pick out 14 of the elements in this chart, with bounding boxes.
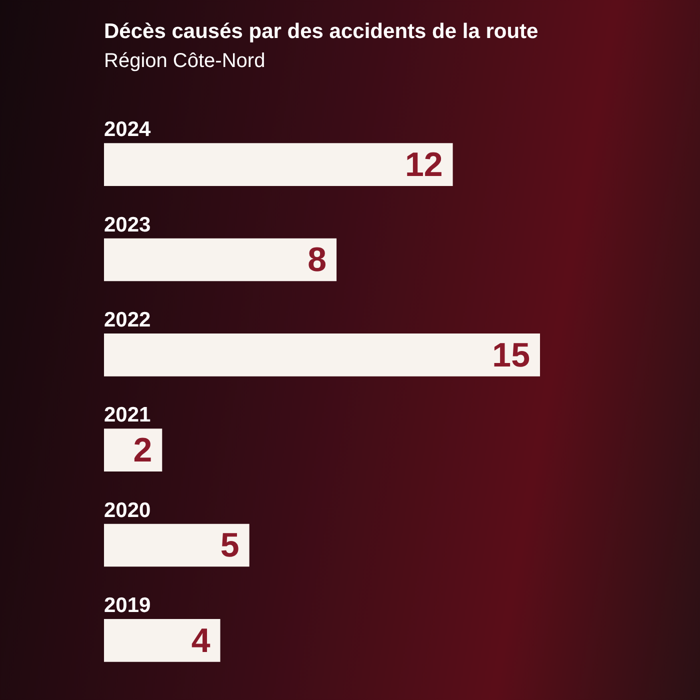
data-label: 2 bbox=[133, 431, 152, 470]
data-label: 15 bbox=[492, 336, 530, 374]
data-label: 5 bbox=[220, 526, 240, 565]
data-label: 4 bbox=[191, 622, 210, 660]
data-label: 8 bbox=[308, 241, 327, 280]
y-tick-label: 2023 bbox=[104, 213, 151, 236]
y-tick-label: 2022 bbox=[104, 308, 151, 332]
y-tick-label: 2020 bbox=[104, 498, 151, 522]
data-label: 12 bbox=[404, 146, 443, 184]
y-tick-label: 2019 bbox=[104, 594, 151, 618]
y-tick-label: 2021 bbox=[104, 404, 152, 427]
chart-title: Décès causés par des accidents de la route bbox=[104, 20, 538, 44]
chart-subtitle: Région Côte-Nord bbox=[104, 50, 266, 73]
y-tick-label: 2024 bbox=[104, 118, 152, 142]
